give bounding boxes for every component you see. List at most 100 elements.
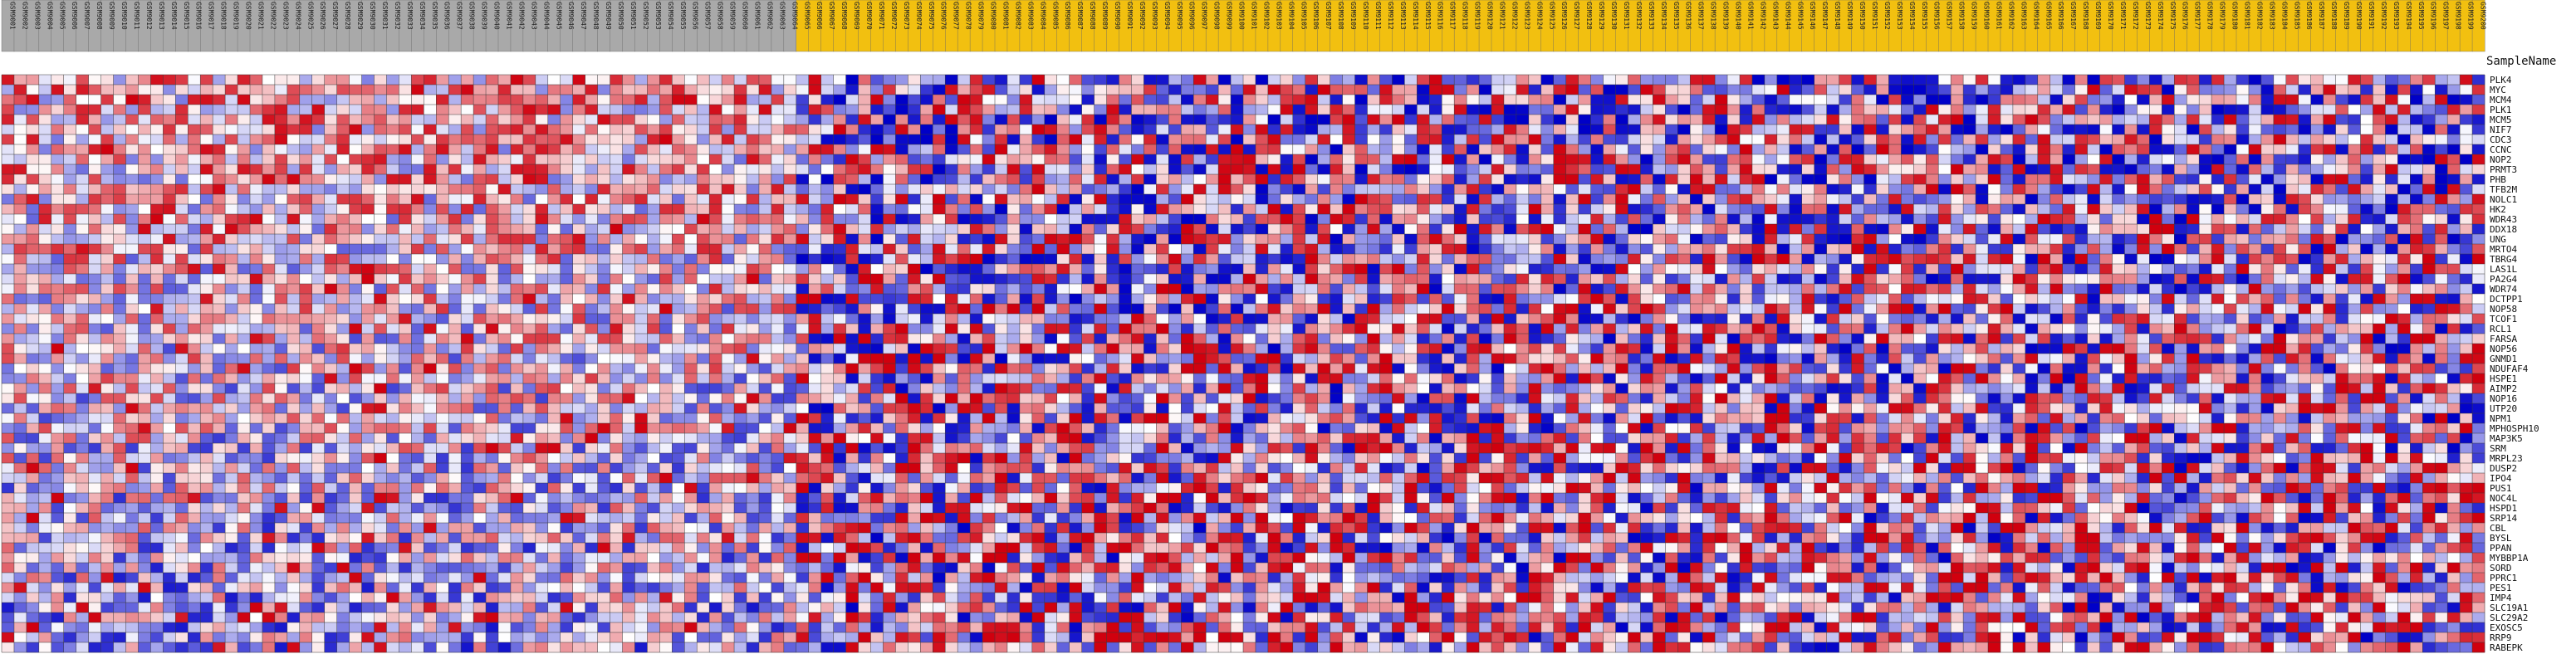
heatmap-cell: [1628, 184, 1641, 195]
heatmap-cell: [2410, 224, 2423, 235]
heatmap-cell: [38, 174, 52, 185]
heatmap-cell: [1255, 144, 1269, 155]
heatmap-cell: [125, 194, 139, 205]
column-label: GSM9022: [269, 2, 277, 30]
heatmap-cell: [1181, 214, 1194, 225]
heatmap-cell: [1503, 194, 1517, 205]
column-label: GSM9021: [257, 2, 264, 30]
heatmap-cell: [933, 75, 946, 85]
heatmap-cell: [1876, 194, 1889, 205]
heatmap-cell: [1603, 224, 1616, 235]
heatmap-cell: [845, 95, 859, 105]
heatmap-cell: [572, 184, 585, 195]
heatmap-cell: [374, 85, 387, 95]
heatmap-cell: [1255, 164, 1269, 175]
heatmap-cell: [1069, 124, 1082, 135]
heatmap-cell: [473, 124, 487, 135]
heatmap-cell: [597, 134, 610, 145]
heatmap-cell: [945, 115, 958, 125]
heatmap-cell: [2087, 95, 2100, 105]
heatmap-cell: [1144, 294, 1157, 305]
heatmap-cell: [1144, 204, 1157, 215]
heatmap-cell: [933, 105, 946, 115]
heatmap-cell: [1243, 85, 1256, 95]
heatmap-cell: [1119, 264, 1132, 275]
heatmap-cell: [1690, 164, 1703, 175]
heatmap-cell: [2335, 115, 2348, 125]
heatmap-cell: [1690, 85, 1703, 95]
heatmap-cell: [1640, 234, 1653, 245]
heatmap-cell: [386, 184, 399, 195]
heatmap-cell: [51, 224, 65, 235]
heatmap-cell: [2373, 184, 2386, 195]
heatmap-cell: [684, 134, 698, 145]
heatmap-cell: [200, 294, 213, 305]
heatmap-cell: [311, 85, 325, 95]
heatmap-cell: [448, 224, 462, 235]
heatmap-cell: [1429, 244, 1442, 255]
heatmap-cell: [1442, 284, 1455, 295]
heatmap-cell: [411, 224, 424, 235]
heatmap-cell: [535, 115, 549, 125]
heatmap-cell: [1168, 124, 1182, 135]
heatmap-cell: [1006, 174, 1021, 185]
heatmap-cell: [808, 154, 821, 165]
heatmap-cell: [833, 184, 846, 195]
heatmap-cell: [622, 105, 635, 115]
heatmap-cell: [820, 124, 834, 135]
heatmap-cell: [1081, 204, 1095, 215]
heatmap-cell: [274, 154, 288, 165]
heatmap-cell: [2236, 134, 2250, 145]
heatmap-cell: [1976, 264, 1989, 275]
heatmap-cell: [2149, 224, 2162, 235]
heatmap-cell: [2037, 294, 2051, 305]
heatmap-cell: [1764, 224, 1778, 235]
heatmap-cell: [1429, 274, 1442, 285]
heatmap-cell: [2124, 144, 2138, 155]
heatmap-cell: [1839, 95, 1852, 105]
heatmap-cell: [734, 154, 747, 165]
heatmap-cell: [933, 224, 946, 235]
heatmap-cell: [349, 204, 362, 215]
heatmap-cell: [2124, 85, 2138, 95]
heatmap-cell: [1715, 105, 1728, 115]
column-label: GSM9155: [1921, 2, 1928, 30]
heatmap-cell: [299, 274, 313, 285]
heatmap-cell: [2335, 194, 2348, 205]
column-label: GSM9125: [1548, 2, 1555, 30]
heatmap-cell: [286, 254, 301, 265]
heatmap-cell: [2124, 204, 2138, 215]
heatmap-cell: [2162, 174, 2175, 185]
heatmap-cell: [1467, 154, 1480, 165]
heatmap-cell: [1367, 224, 1380, 235]
heatmap-cell: [424, 224, 437, 235]
heatmap-cell: [697, 105, 710, 115]
heatmap-cell: [2112, 154, 2125, 165]
heatmap-cell: [1056, 264, 1070, 275]
heatmap-cell: [560, 174, 573, 185]
heatmap-cell: [2025, 164, 2039, 175]
heatmap-cell: [1740, 184, 1753, 195]
heatmap-cell: [1006, 294, 1021, 305]
heatmap-cell: [2360, 174, 2373, 185]
heatmap-cell: [2211, 284, 2225, 295]
heatmap-cell: [100, 105, 114, 115]
heatmap-cell: [1690, 194, 1703, 205]
heatmap-cell: [1764, 154, 1778, 165]
heatmap-cell: [2050, 134, 2063, 145]
heatmap-cell: [2422, 134, 2436, 145]
heatmap-cell: [820, 95, 834, 105]
heatmap-cell: [970, 194, 983, 205]
heatmap-cell: [734, 115, 747, 125]
heatmap-cell: [634, 274, 648, 285]
heatmap-cell: [1280, 204, 1294, 215]
heatmap-cell: [1590, 75, 1604, 85]
heatmap-cell: [1640, 204, 1653, 215]
heatmap-cell: [535, 254, 549, 265]
heatmap-cell: [2360, 184, 2373, 195]
heatmap-cell: [1628, 234, 1641, 245]
heatmap-cell: [1751, 105, 1765, 115]
heatmap-cell: [1267, 164, 1281, 175]
heatmap-cell: [982, 224, 996, 235]
heatmap-cell: [1963, 284, 1976, 295]
